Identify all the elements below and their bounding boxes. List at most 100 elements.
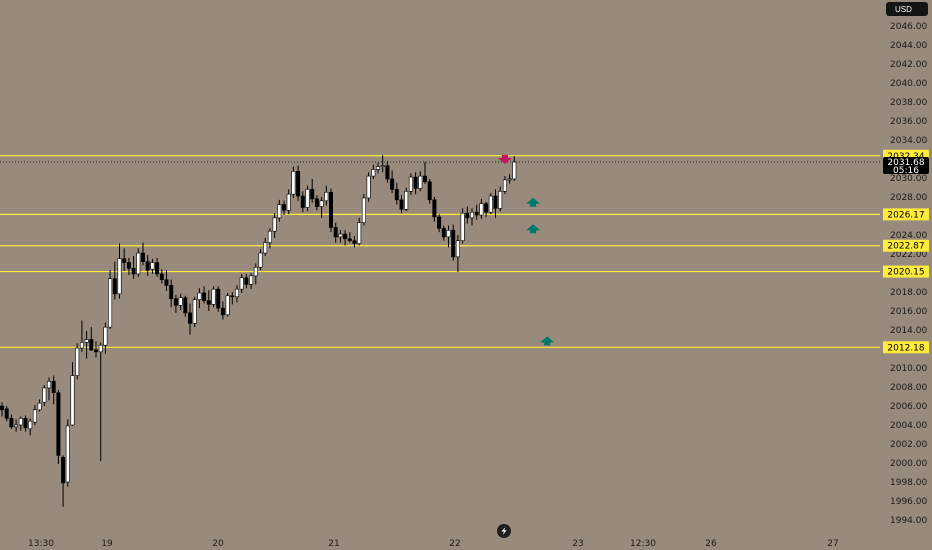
candle-body (244, 277, 249, 285)
candle-body (183, 297, 188, 314)
currency-button[interactable]: USD (886, 2, 928, 16)
candle-body (408, 176, 413, 192)
candle-body (281, 204, 286, 211)
price-tick-label: 2006.00 (890, 402, 927, 412)
candle-body (277, 204, 282, 219)
price-tick-label: 2010.00 (890, 364, 927, 374)
price-tick-label: 2004.00 (890, 421, 927, 431)
candle-body (361, 197, 366, 223)
candle-body (103, 326, 108, 346)
price-tick-label: 2038.00 (890, 98, 927, 108)
candle-body (296, 171, 301, 197)
candle-body (328, 191, 333, 228)
level-price-label: 2032.34 (887, 152, 924, 162)
candle-body (206, 300, 211, 305)
candle-body (498, 191, 503, 209)
candle-body (488, 195, 493, 213)
candle-body (253, 266, 258, 277)
price-tick-label: 2016.00 (890, 307, 927, 317)
candle-body (122, 258, 127, 263)
candle-body (0, 405, 5, 411)
candle-body (159, 273, 164, 280)
candle-body (305, 189, 310, 208)
candle-body (230, 295, 235, 298)
candle-body (338, 233, 343, 238)
candle-body (366, 175, 371, 199)
candle-body (79, 342, 84, 349)
candle-body (507, 178, 512, 181)
scroll-to-realtime-button[interactable] (497, 524, 511, 538)
candle-body (394, 189, 399, 201)
candle-body (249, 275, 254, 285)
candle-body (333, 227, 338, 238)
candle-body (75, 347, 80, 376)
price-tick-label: 2044.00 (890, 41, 927, 51)
level-tag (883, 265, 929, 278)
countdown-timer: 05:16 (893, 166, 919, 176)
lightning-icon (501, 527, 507, 535)
time-tick-label: 26 (705, 539, 717, 549)
candle-body (451, 229, 456, 258)
candle-body (300, 195, 305, 208)
candle-body (469, 211, 474, 219)
price-tick-label: 1994.00 (890, 516, 927, 526)
candle-body (42, 387, 47, 403)
candle-body (418, 175, 423, 189)
plot-area[interactable] (0, 0, 880, 533)
time-axis[interactable] (0, 533, 932, 550)
price-tick-label: 2014.00 (890, 326, 927, 336)
level-price-label: 2022.87 (887, 242, 924, 252)
level-price-label: 2026.17 (887, 210, 924, 220)
candle-body (94, 349, 99, 353)
candle-body (413, 176, 418, 189)
candle-body (441, 228, 446, 238)
candle-body (56, 392, 61, 456)
candle-body (28, 420, 33, 430)
candle-body (14, 424, 19, 428)
candle-body (155, 262, 160, 275)
price-tick-label: 2040.00 (890, 79, 927, 89)
candle-body (235, 288, 240, 298)
level-tag (883, 341, 929, 354)
buy-arrow-icon (526, 197, 541, 207)
candle-body (192, 299, 197, 324)
candle-body (65, 425, 70, 483)
candle-body (390, 178, 395, 190)
price-tick-label: 2008.00 (890, 383, 927, 393)
price-tick-label: 2036.00 (890, 117, 927, 127)
level-price-label: 2012.18 (887, 343, 924, 353)
candle-body (51, 380, 56, 393)
currency-label: USD (895, 5, 912, 14)
candle-body (404, 191, 409, 210)
time-tick-label: 23 (572, 539, 583, 549)
candle-body (357, 222, 362, 244)
level-tag (883, 208, 929, 221)
buy-arrow-icon (526, 224, 541, 234)
candle-body (375, 166, 380, 170)
time-tick-label: 12:30 (630, 539, 656, 549)
current-price-value: 2031.68 (887, 158, 924, 168)
candle-body (141, 252, 146, 262)
candle-body (263, 242, 268, 254)
candle-body (465, 212, 470, 219)
time-tick-label: 21 (328, 539, 339, 549)
candle-body (178, 297, 183, 306)
candle-body (427, 181, 432, 201)
candle-body (9, 418, 14, 428)
candle-body (460, 212, 465, 241)
candle-body (70, 375, 75, 426)
candle-body (150, 262, 155, 270)
time-axis-ticks: 13:30 19 20 21 22 23 12:30 26 27 (28, 539, 839, 549)
price-tick-label: 2018.00 (890, 288, 927, 298)
price-tick-label: 1998.00 (890, 478, 927, 488)
candle-body (188, 312, 193, 324)
candle-body (89, 339, 94, 351)
candle-body (512, 161, 517, 180)
candle-body (474, 211, 479, 216)
candle-body (164, 279, 169, 286)
candle-body (4, 408, 9, 419)
candle-body (112, 278, 117, 295)
price-tick-label: 1996.00 (890, 497, 927, 507)
candle-body (437, 216, 442, 229)
